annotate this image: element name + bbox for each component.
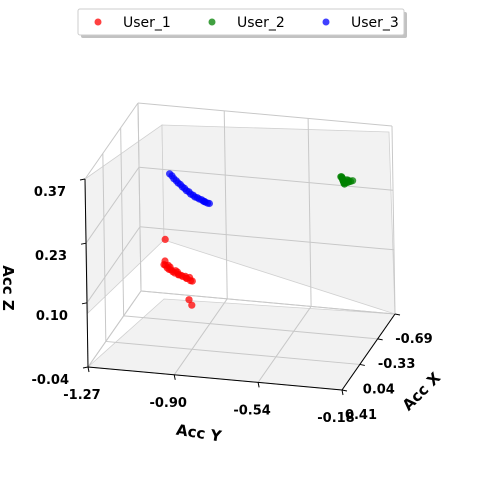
legend-marker bbox=[208, 18, 216, 26]
back-pane-right bbox=[161, 124, 396, 315]
legend-label: User_3 bbox=[351, 15, 399, 31]
z-axis-label: Acc Z bbox=[0, 265, 17, 311]
gridline-z bbox=[137, 102, 393, 127]
legend-marker bbox=[94, 18, 102, 26]
y-tick-label: -0.90 bbox=[149, 396, 186, 411]
floor-pane bbox=[87, 298, 396, 391]
z-tick-label: 0.23 bbox=[35, 249, 67, 264]
gridline-y bbox=[307, 118, 312, 307]
data-point bbox=[349, 177, 357, 185]
y-tick-mark bbox=[257, 382, 260, 388]
z-tick-mark bbox=[82, 366, 89, 369]
data-point bbox=[188, 277, 196, 285]
x-tick-mark bbox=[394, 313, 401, 316]
x-tick-mark bbox=[377, 338, 383, 341]
axes bbox=[79, 178, 401, 396]
gridline-y bbox=[391, 125, 396, 315]
x-tick-mark bbox=[341, 389, 348, 392]
legend-label: User_1 bbox=[123, 15, 171, 31]
gridline-x bbox=[105, 340, 360, 365]
back-pane-left bbox=[84, 124, 165, 314]
z-tick-label: 0.10 bbox=[36, 309, 68, 324]
gridline-z bbox=[138, 166, 394, 191]
legend-marker bbox=[322, 18, 330, 26]
z-axis-line bbox=[84, 178, 89, 368]
z-tick-mark bbox=[79, 178, 86, 181]
gridline-y bbox=[223, 110, 228, 299]
z-tick-mark bbox=[80, 242, 87, 245]
gridline-x bbox=[137, 102, 142, 292]
gridline-x bbox=[102, 153, 107, 342]
legend: User_1 User_2 User_3 bbox=[77, 8, 407, 38]
x-tick-mark bbox=[359, 363, 365, 366]
y-tick-mark bbox=[87, 366, 90, 373]
x-axis-line bbox=[341, 313, 396, 391]
series-user_3 bbox=[166, 170, 213, 208]
gridline-x bbox=[123, 315, 378, 340]
gridline-z bbox=[84, 102, 139, 180]
gridline-z bbox=[85, 166, 140, 244]
y-tick-label: -0.18 bbox=[317, 411, 354, 426]
gridline-y bbox=[257, 306, 312, 383]
gridline-z bbox=[140, 290, 396, 315]
z-tick-label: 0.37 bbox=[34, 185, 66, 200]
series-user_2 bbox=[337, 173, 357, 188]
gridline-x bbox=[120, 127, 125, 316]
gridlines bbox=[84, 102, 396, 391]
x-tick-label: -0.33 bbox=[378, 357, 415, 372]
z-tick-mark bbox=[81, 302, 88, 305]
x-tick-label: -0.69 bbox=[395, 332, 432, 347]
x-axis-label: Acc X bbox=[399, 368, 445, 414]
data-point bbox=[185, 296, 193, 304]
x-tick-label: 0.41 bbox=[345, 408, 377, 423]
data-point bbox=[161, 235, 169, 243]
data-point bbox=[205, 199, 213, 208]
gridline-y bbox=[173, 298, 228, 376]
y-axis-line bbox=[87, 366, 343, 391]
gridline-z bbox=[139, 226, 395, 251]
y-tick-mark bbox=[341, 389, 344, 396]
y-tick-mark bbox=[173, 374, 176, 380]
y-tick-label: -0.54 bbox=[233, 403, 270, 418]
tick-labels: -1.27 -0.90 -0.54 -0.18 -0.69 -0.33 0.04 0.41 -0… bbox=[32, 185, 433, 426]
series-user_1 bbox=[160, 235, 196, 309]
gridline-z bbox=[87, 290, 142, 368]
gridline-z bbox=[86, 226, 141, 304]
y-tick-label: -1.27 bbox=[63, 388, 100, 403]
y-axis-label: Acc Y bbox=[175, 421, 224, 446]
legend-label: User_2 bbox=[237, 15, 285, 31]
z-tick-label: -0.04 bbox=[32, 373, 69, 388]
data-point bbox=[188, 301, 196, 309]
x-tick-label: 0.04 bbox=[363, 382, 395, 397]
data-points bbox=[160, 170, 357, 309]
